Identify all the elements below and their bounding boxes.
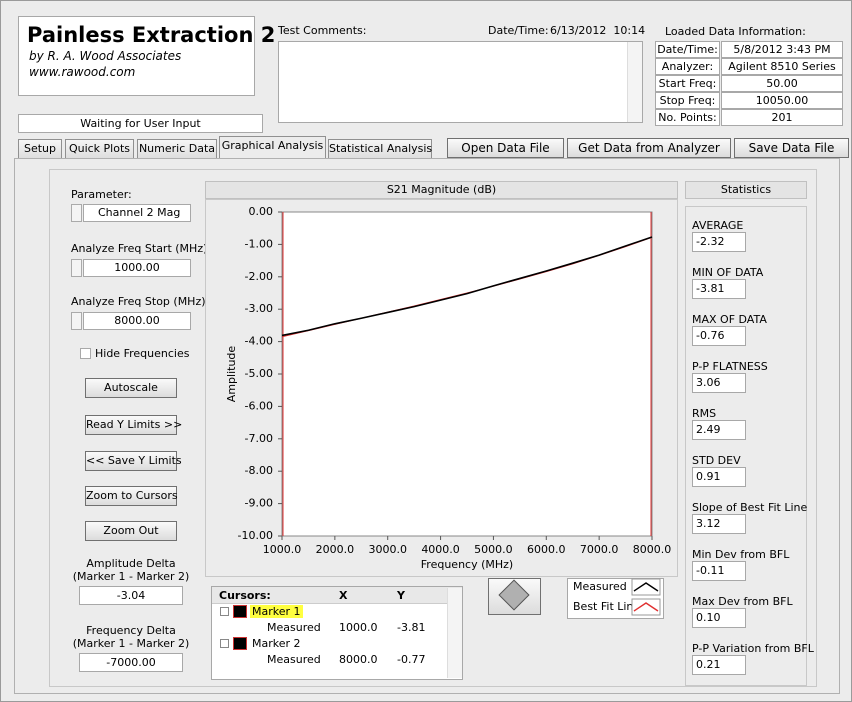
marker-name: Marker 2 (252, 637, 301, 650)
info-label: Analyzer: (655, 58, 720, 75)
stat-label: AVERAGE (692, 219, 744, 232)
stat-label: Max Dev from BFL (692, 595, 793, 608)
control-button[interactable]: Autoscale (85, 378, 177, 398)
tab[interactable]: Statistical Analysis (328, 139, 432, 159)
toolbar-button[interactable]: Get Data from Analyzer (567, 138, 731, 158)
stat-value: 3.06 (692, 373, 746, 393)
tab[interactable]: Setup (18, 139, 62, 159)
delta-label: Frequency Delta (86, 624, 176, 637)
legend (567, 578, 664, 619)
stat-value: -2.32 (692, 232, 746, 252)
spinner[interactable] (71, 259, 82, 277)
cursor-header: Cursors: (219, 589, 271, 602)
app-title: Painless Extraction 2 (27, 23, 276, 47)
loaded-info-title: Loaded Data Information: (665, 25, 806, 38)
stat-value: 0.91 (692, 467, 746, 487)
tab[interactable]: Numeric Data (137, 139, 217, 159)
info-value: 50.00 (721, 75, 843, 92)
title-box (18, 16, 255, 96)
control-button[interactable]: Zoom to Cursors (85, 486, 178, 506)
spinner[interactable] (71, 204, 82, 222)
comments-scrollbar (627, 42, 642, 122)
control-button[interactable]: Read Y Limits >> (85, 415, 182, 435)
stat-label: P-P FLATNESS (692, 360, 768, 373)
spinner[interactable] (71, 312, 82, 330)
comments-label: Test Comments: (278, 24, 367, 37)
tab[interactable]: Quick Plots (65, 139, 134, 159)
cursor-header: Y (397, 589, 405, 602)
cursor-header: X (339, 589, 348, 602)
marker-name: Marker 1 (250, 605, 303, 618)
tab[interactable]: Graphical Analysis (219, 136, 326, 159)
toolbar-button[interactable]: Save Data File (734, 138, 849, 158)
chart-frame (205, 199, 678, 577)
comments-field[interactable] (278, 41, 643, 123)
delta-label: Amplitude Delta (86, 557, 176, 570)
cursor-y: -3.81 (397, 621, 426, 634)
freq-label: Analyze Freq Start (MHz) (71, 242, 208, 255)
stat-value: 2.49 (692, 420, 746, 440)
stat-label: MAX OF DATA (692, 313, 767, 326)
stats-title: Statistics (685, 181, 807, 199)
stat-label: Min Dev from BFL (692, 548, 790, 561)
stat-value: 0.10 (692, 608, 746, 628)
author: by R. A. Wood Associates (29, 49, 182, 63)
stat-label: RMS (692, 407, 717, 420)
chart-title: S21 Magnitude (dB) (205, 181, 678, 199)
stat-value: -0.76 (692, 326, 746, 346)
datetime-value: 6/13/2012 10:14 (550, 24, 646, 37)
cursor-scrollbar (447, 588, 462, 678)
stat-value: -0.11 (692, 561, 746, 581)
checkbox-label: Hide Frequencies (95, 347, 190, 360)
stat-label: STD DEV (692, 454, 741, 467)
info-label: Stop Freq: (655, 92, 720, 109)
toolbar-button[interactable]: Open Data File (447, 138, 564, 158)
freq-input[interactable]: 8000.00 (83, 312, 191, 330)
marker-icon (233, 605, 247, 618)
delta-value: -3.04 (79, 586, 183, 605)
info-label: Date/Time: (655, 41, 720, 58)
cursor-x: 1000.0 (339, 621, 378, 634)
cursor-x: 8000.0 (339, 653, 378, 666)
stat-value: 0.21 (692, 655, 746, 675)
param-label: Parameter: (71, 188, 132, 201)
stat-label: MIN OF DATA (692, 266, 764, 279)
stat-label: Slope of Best Fit Line (692, 501, 808, 514)
freq-label: Analyze Freq Stop (MHz) (71, 295, 206, 308)
info-value: 201 (721, 109, 843, 126)
delta-sublabel: (Marker 1 - Marker 2) (72, 637, 190, 650)
expander[interactable] (220, 639, 229, 648)
control-button[interactable]: Zoom Out (85, 521, 177, 541)
website: www.rawood.com (29, 65, 136, 79)
stat-label: P-P Variation from BFL (692, 642, 814, 655)
stat-value: -3.81 (692, 279, 746, 299)
info-label: Start Freq: (655, 75, 720, 92)
datetime-label: Date/Time: (488, 24, 549, 37)
info-value: Agilent 8510 Series (721, 58, 843, 75)
info-value: 5/8/2012 3:43 PM (721, 41, 843, 58)
status-box: Waiting for User Input (18, 114, 263, 133)
trace-name: Measured (267, 621, 321, 634)
stat-value: 3.12 (692, 514, 746, 534)
control-button[interactable]: << Save Y Limits (85, 451, 182, 471)
delta-sublabel: (Marker 1 - Marker 2) (72, 570, 190, 583)
info-label: No. Points: (655, 109, 720, 126)
delta-value: -7000.00 (79, 653, 183, 672)
marker-icon (233, 637, 247, 650)
cursor-header-bg (212, 587, 462, 604)
main-panel (14, 158, 840, 694)
checkbox[interactable] (80, 348, 91, 359)
info-value: 10050.00 (721, 92, 843, 109)
param-select[interactable]: Channel 2 Mag (83, 204, 191, 222)
trace-name: Measured (267, 653, 321, 666)
freq-input[interactable]: 1000.00 (83, 259, 191, 277)
cursor-y: -0.77 (397, 653, 426, 666)
expander[interactable] (220, 607, 229, 616)
